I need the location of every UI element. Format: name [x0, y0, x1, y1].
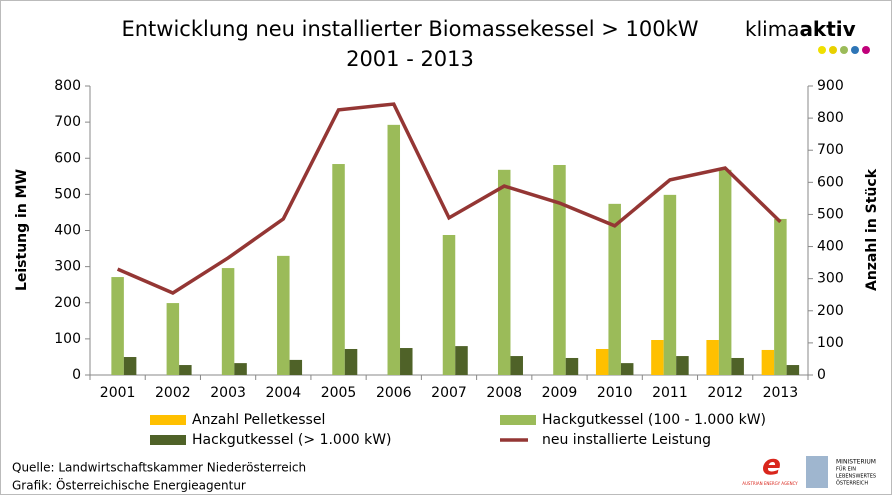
bar — [442, 234, 456, 375]
bar — [510, 356, 523, 375]
bar — [663, 194, 677, 375]
bar — [497, 169, 511, 375]
legend-label: Anzahl Pelletkessel — [192, 412, 325, 428]
y-tick-label: 100 — [54, 331, 81, 347]
line — [116, 102, 782, 295]
y-tick-label: 400 — [54, 223, 81, 239]
x-tick-label: 2004 — [265, 385, 301, 401]
x-tick-label: 2002 — [155, 385, 191, 401]
bar — [608, 203, 621, 375]
dot — [840, 46, 848, 54]
logo-ministry: ÖSTERREICH — [836, 480, 868, 487]
legend-swatch — [150, 415, 186, 425]
y2-tick-label: 200 — [817, 303, 844, 319]
dot — [829, 46, 837, 54]
bar — [774, 218, 787, 375]
x-tick-label: 2001 — [100, 385, 136, 401]
bar — [731, 357, 744, 375]
bar — [651, 339, 664, 375]
bar — [332, 164, 345, 375]
bar — [387, 124, 401, 375]
x-tick-label: 2006 — [376, 385, 412, 401]
credit: Grafik: Österreichische Energieagentur — [12, 477, 246, 493]
y2-tick-label: 900 — [817, 78, 844, 94]
y-tick-label: 700 — [54, 114, 81, 130]
bar — [595, 348, 609, 375]
bar — [761, 349, 775, 375]
legend-swatch — [500, 415, 536, 425]
legend-label: neu installierte Leistung — [542, 432, 711, 448]
bar — [620, 363, 634, 375]
y-axis-title: Leistung in MW — [14, 169, 30, 291]
x-tick-label: 2012 — [707, 385, 743, 401]
logo-part: aktiv — [799, 17, 855, 41]
x-tick-label: 2008 — [486, 385, 522, 401]
bar — [277, 255, 290, 375]
bar — [676, 356, 689, 375]
bar — [706, 339, 719, 375]
legend-label: Hackgutkessel (> 1.000 kW) — [192, 432, 392, 448]
y2-tick-label: 100 — [817, 335, 844, 351]
chart-title: Entwicklung neu installierter Biomasseke… — [121, 17, 698, 41]
bar — [123, 357, 137, 375]
logo-dots — [818, 46, 870, 54]
y-tick-label: 600 — [54, 150, 81, 166]
y-tick-label: 0 — [72, 367, 81, 383]
logo-main: klimaaktiv — [745, 17, 856, 41]
y2-axis-title: Anzahl in Stück — [864, 168, 880, 291]
y2-tick-label: 0 — [817, 367, 826, 383]
logo-ministry: LEBENSWERTES — [836, 474, 876, 480]
logo-part: klima — [745, 17, 799, 41]
bar — [111, 277, 124, 375]
bar — [289, 359, 303, 375]
y-tick-label: 500 — [54, 186, 81, 202]
bar — [455, 346, 468, 375]
legend-swatch — [150, 435, 186, 445]
bar — [565, 357, 579, 375]
y2-tick-label: 500 — [817, 206, 844, 222]
logo-ministry: FÜR EIN — [836, 466, 856, 473]
y-tick-label: 200 — [54, 295, 81, 311]
dot — [862, 46, 870, 54]
x-tick-label: 2005 — [321, 385, 357, 401]
x-tick-label: 2009 — [542, 385, 578, 401]
bar — [221, 268, 235, 375]
dot — [818, 46, 826, 54]
x-tick-label: 2011 — [652, 385, 688, 401]
x-tick-label: 2003 — [210, 385, 246, 401]
y2-tick-label: 300 — [817, 271, 844, 287]
x-tick-label: 2010 — [597, 385, 633, 401]
bar — [179, 365, 192, 375]
bar — [718, 169, 732, 375]
chart-subtitle: 2001 - 2013 — [346, 47, 474, 71]
bar — [234, 363, 247, 375]
y2-tick-label: 400 — [817, 239, 844, 255]
legend-label: Hackgutkessel (100 - 1.000 kW) — [542, 412, 766, 428]
source: Quelle: Landwirtschaftskammer Niederöste… — [12, 461, 306, 475]
y-tick-label: 800 — [54, 78, 81, 94]
logo-ministry: MINISTERIUM — [836, 459, 876, 466]
bar — [166, 303, 180, 375]
x-tick-label: 2013 — [763, 385, 799, 401]
bar — [786, 365, 800, 375]
y-tick-label: 300 — [54, 259, 81, 275]
logo-agency: AUSTRIAN ENERGY AGENCY — [742, 481, 798, 486]
bar — [553, 164, 566, 375]
ministry-mark — [806, 456, 828, 488]
y2-tick-label: 600 — [817, 174, 844, 190]
bar — [344, 348, 358, 375]
x-tick-label: 2007 — [431, 385, 467, 401]
agency-mark: e — [762, 448, 781, 481]
y2-tick-label: 800 — [817, 110, 844, 126]
dot — [851, 46, 859, 54]
bar — [400, 348, 413, 375]
y2-tick-label: 700 — [817, 142, 844, 158]
